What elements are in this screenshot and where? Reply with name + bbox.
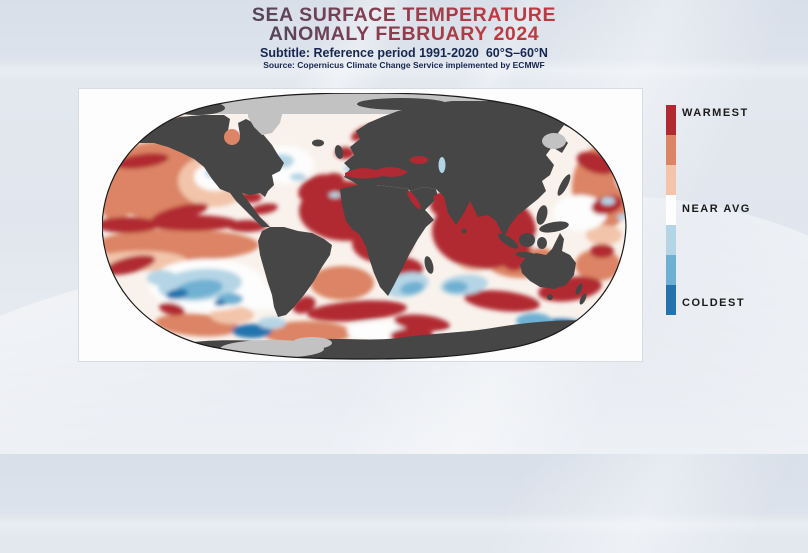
legend-swatch-slightly-cold xyxy=(666,225,676,255)
legend-swatch-slightly-warm xyxy=(666,165,676,195)
legend-swatch-warmest xyxy=(666,105,676,135)
borneo xyxy=(519,233,535,247)
new-zealand-south xyxy=(579,293,587,305)
legend-swatch-cold xyxy=(666,255,676,285)
page-title-line1: SEA SURFACE TEMPERATURE xyxy=(251,4,557,26)
source-credit: Source: Copernicus Climate Change Servic… xyxy=(263,60,545,70)
inland-seas-layer xyxy=(224,129,446,210)
new-guinea xyxy=(539,221,569,233)
world-anomaly-map xyxy=(102,93,627,360)
arabian-peninsula xyxy=(410,187,438,215)
mediterranean-sea xyxy=(345,166,408,179)
map-panel xyxy=(78,88,643,362)
sumatra xyxy=(497,233,519,249)
subtitle: Subtitle: Reference period 1991-2020 60°… xyxy=(260,46,548,60)
india xyxy=(444,197,470,225)
black-sea xyxy=(410,156,428,164)
greenland xyxy=(248,100,283,135)
okhotsk-no-data xyxy=(542,133,566,149)
legend-swatch-warm xyxy=(666,135,676,165)
continent-eurasia xyxy=(344,101,572,237)
legend: WARMEST NEAR AVG COLDEST xyxy=(666,105,796,315)
legend-color-bar xyxy=(666,105,676,315)
new-zealand-north xyxy=(575,283,583,295)
continent-africa xyxy=(340,185,434,296)
iceland xyxy=(312,139,324,147)
continent-north-america xyxy=(134,115,284,227)
tasmania xyxy=(547,294,553,300)
page-title-line2: ANOMALY FEBRUARY 2024 xyxy=(268,23,540,45)
sulawesi xyxy=(537,237,547,249)
legend-swatch-near-average xyxy=(666,195,676,225)
legend-label-near-avg: NEAR AVG xyxy=(682,203,751,215)
persian-gulf xyxy=(433,193,443,201)
continent-south-america xyxy=(258,227,332,317)
madagascar xyxy=(424,256,434,274)
philippines xyxy=(536,205,548,225)
header: SEA SURFACE TEMPERATURE ANOMALY FEBRUARY… xyxy=(0,4,808,70)
map-outline xyxy=(102,93,627,360)
legend-label-coldest: COLDEST xyxy=(682,297,746,309)
sri-lanka xyxy=(461,228,467,234)
hudson-bay xyxy=(224,129,240,145)
legend-label-warmest: WARMEST xyxy=(682,107,749,119)
britain xyxy=(334,145,344,159)
red-sea xyxy=(407,190,421,210)
caspian-sea xyxy=(438,157,446,173)
continent-australia xyxy=(520,233,576,289)
legend-swatch-coldest xyxy=(666,285,676,315)
japan xyxy=(557,174,571,196)
